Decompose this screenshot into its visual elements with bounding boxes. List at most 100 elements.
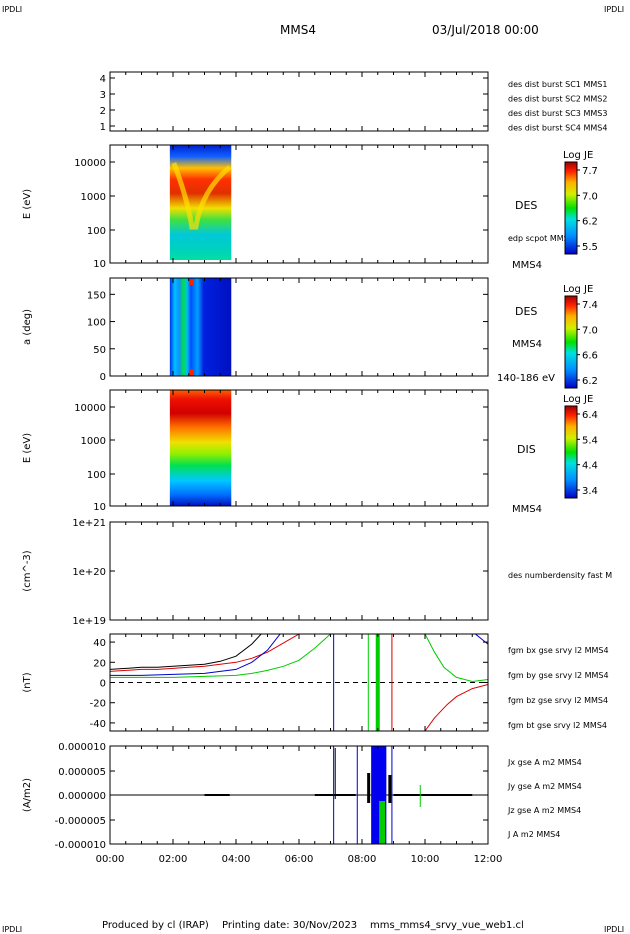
- panel-fgm: 40 20 0 -20 -40 (nT) fgm bx gse srvy l2 MMS4 fg…: [22, 633, 609, 732]
- y-tick-label: 1000: [81, 436, 106, 447]
- x-tick-label: 08:00: [348, 854, 377, 865]
- y-tick-label: 3: [100, 90, 106, 101]
- y-tick-label: 1e+20: [72, 567, 106, 578]
- y-tick-label: -20: [90, 699, 106, 710]
- y-axis-label: E (eV): [22, 433, 33, 463]
- panel-spacecraft: 4 3 2 1 des dist burst SC1 MMS1 des dist burs…: [100, 71, 607, 133]
- panel-dis-energy-frame: [109, 389, 489, 507]
- y-tick-label: 1: [100, 122, 106, 133]
- y-tick-label: 10000: [74, 158, 106, 169]
- legend-entry: fgm by gse srvy l2 MMS4: [508, 671, 609, 680]
- colorbar-title: Log JE: [563, 394, 593, 405]
- y-tick-label: 2: [100, 106, 106, 117]
- y-tick-label: 0: [100, 679, 106, 690]
- series-line: [424, 634, 488, 683]
- y-tick-label: 1000: [81, 192, 106, 203]
- colorbar-tick-label: 6.2: [582, 376, 598, 387]
- y-axis-label: (cm^-3): [22, 550, 33, 591]
- colorbar-tick-label: 7.0: [582, 191, 598, 202]
- spectrogram-feature: [189, 279, 194, 285]
- series-line: [110, 634, 300, 672]
- legend-entry: J A m2 MMS4: [507, 830, 560, 839]
- panel-bottom-label: MMS4: [512, 504, 542, 515]
- spectrogram-feature: [171, 162, 232, 230]
- footer-produced-by: Produced by cl (IRAP): [102, 920, 209, 931]
- panel-des-energy-frame: [109, 144, 489, 264]
- panel-dis-energy: 10000 1000 100 10 E (eV) DIS MMS4 Log JE 6.4 5.4 4…: [22, 389, 598, 515]
- panel-des-pitch-frame: [109, 277, 489, 377]
- y-tick-label: 100: [87, 470, 106, 481]
- colorbar-tick-label: 7.0: [582, 325, 598, 336]
- legend-entry: Jx gse A m2 MMS4: [507, 758, 582, 767]
- y-axis-label: (A/m2): [22, 778, 33, 812]
- panel-label: DIS: [517, 443, 536, 456]
- corner-mark-top-right: IPDLI: [604, 5, 624, 14]
- y-tick-label: 1e+19: [72, 616, 106, 627]
- y-tick-label: 150: [87, 290, 106, 301]
- corner-mark-bottom-right: IPDLI: [604, 925, 624, 934]
- legend-entry: fgm bx gse srvy l2 MMS4: [508, 646, 609, 655]
- panel-des-energy: 10000 1000 100 10 E (eV) DES edp scpot MMS4 MMS…: [22, 144, 598, 271]
- series-line: [475, 634, 488, 645]
- panel-des-pitch: 150 100 50 0 a (deg) DES MMS4 140-186 eV Log JE 7…: [22, 277, 598, 389]
- colorbar-title: Log JE: [563, 150, 593, 161]
- y-tick-label: 0.000005: [58, 767, 106, 778]
- footer-printing-date: Printing date: 30/Nov/2023: [222, 920, 357, 931]
- corner-mark-bottom-left: IPDLI: [2, 925, 22, 934]
- panel-sublabel: MMS4: [512, 339, 542, 350]
- x-tick-label: 10:00: [411, 854, 440, 865]
- x-tick-label: 00:00: [96, 854, 125, 865]
- header-datetime: 03/Jul/2018 00:00: [432, 23, 539, 37]
- y-tick-label: -40: [90, 719, 106, 730]
- y-tick-label: 10000: [74, 403, 106, 414]
- panel-density: 1e+21 1e+20 1e+19 (cm^-3) des numberdensity …: [22, 518, 612, 627]
- colorbar-title: Log JE: [563, 284, 593, 295]
- legend-entry: des numberdensity fast M: [508, 571, 612, 580]
- spectrogram-feature: [189, 369, 194, 375]
- panel-density-frame: [109, 521, 489, 621]
- x-tick-label: 04:00: [222, 854, 251, 865]
- panel-current: 0.000010 0.000005 0.000000 -0.000005 -0.0000…: [22, 742, 582, 865]
- y-tick-label: 0.000010: [58, 742, 106, 753]
- colorbar: [564, 405, 578, 499]
- current-spike: [388, 775, 392, 803]
- legend-entry: des dist burst SC3 MMS3: [508, 109, 607, 118]
- series-line: [110, 634, 262, 670]
- y-tick-label: 0.000000: [58, 791, 106, 802]
- x-tick-label: 06:00: [285, 854, 314, 865]
- legend-entry: fgm bt gse srvy l2 MMS4: [508, 721, 607, 730]
- panel-label: DES: [515, 199, 537, 212]
- colorbar-tick-label: 5.5: [582, 242, 598, 253]
- y-tick-label: 100: [87, 318, 106, 329]
- corner-mark-top-left: IPDLI: [2, 5, 22, 14]
- colorbar-tick-label: 5.4: [582, 435, 598, 446]
- y-tick-label: 40: [93, 638, 106, 649]
- y-tick-label: 10: [93, 502, 106, 513]
- legend-entry: des dist burst SC2 MMS2: [508, 95, 607, 104]
- header-spacecraft: MMS4: [280, 23, 316, 37]
- series-line: [110, 634, 281, 676]
- colorbar-tick-label: 7.4: [582, 300, 598, 311]
- y-axis-label: E (eV): [22, 189, 33, 219]
- x-tick-label: 02:00: [159, 854, 188, 865]
- current-spike: [367, 773, 371, 803]
- panel-spacecraft-frame: [109, 71, 489, 132]
- y-tick-label: 1e+21: [72, 518, 106, 529]
- legend-entry: Jz gse A m2 MMS4: [507, 806, 581, 815]
- series-line: [110, 634, 331, 678]
- legend-entry: des dist burst SC1 MMS1: [508, 80, 607, 89]
- des-pitch-spectrogram: [169, 278, 232, 376]
- panel-label: DES: [515, 305, 537, 318]
- y-axis-label: (nT): [22, 672, 33, 692]
- y-tick-label: -0.000010: [55, 840, 106, 851]
- legend-entry: Jy gse A m2 MMS4: [507, 782, 582, 791]
- y-axis-label: a (deg): [22, 309, 33, 345]
- colorbar-tick-label: 6.4: [582, 410, 598, 421]
- y-tick-label: 4: [100, 74, 106, 85]
- colorbar-tick-label: 6.6: [582, 351, 598, 362]
- colorbar-tick-label: 6.2: [582, 217, 598, 228]
- panel-sublabel: edp scpot MMS4: [508, 234, 574, 243]
- current-burst: [379, 801, 386, 844]
- panel-bottom-label: 140-186 eV: [497, 373, 555, 384]
